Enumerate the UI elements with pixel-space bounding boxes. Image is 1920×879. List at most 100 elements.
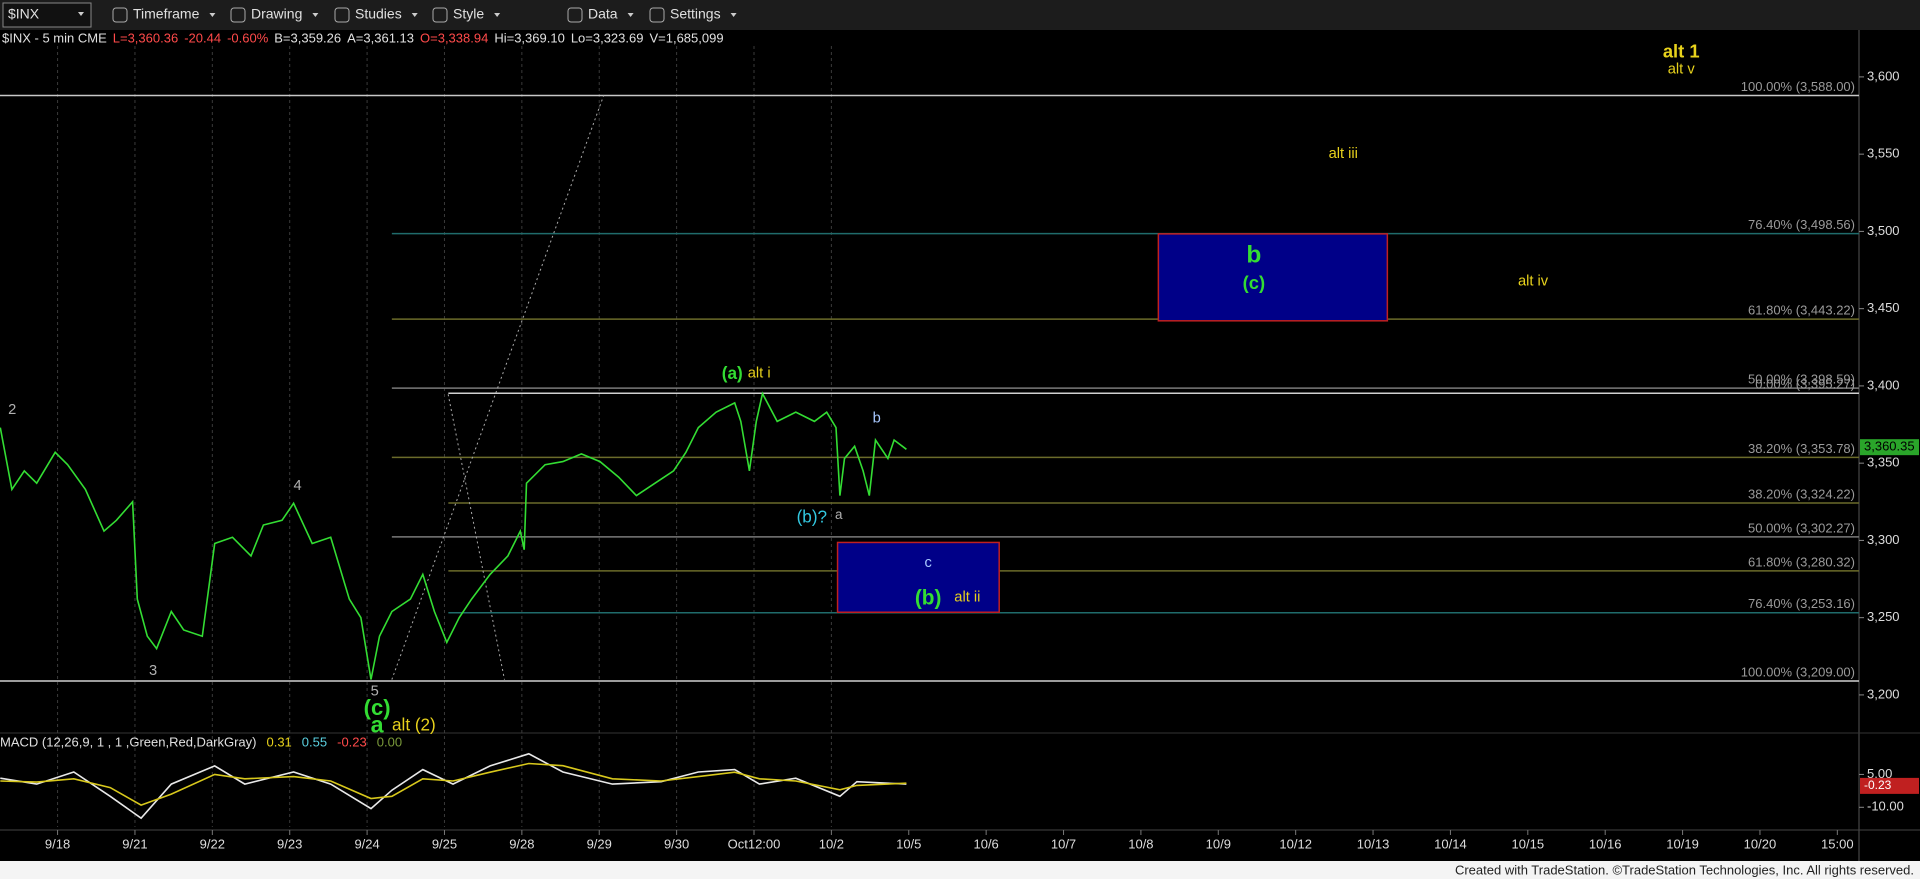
- toolbar-button[interactable]: Studies: [355, 6, 402, 22]
- quote-info: A=3,361.13: [347, 30, 414, 45]
- x-tick-label: 9/23: [277, 836, 302, 851]
- toolbar-icon[interactable]: [649, 7, 665, 23]
- fib-label: 50.00% (3,302.27): [1748, 520, 1855, 535]
- macd-value: 0.31: [266, 734, 291, 749]
- x-tick-label: 10/8: [1128, 836, 1153, 851]
- quote-info: Lo=3,323.69: [571, 30, 644, 45]
- toolbar-button[interactable]: Drawing: [251, 6, 302, 22]
- macd-last-label: -0.23: [1864, 778, 1892, 792]
- y-tick-label: -10.00: [1867, 799, 1904, 814]
- wave-label: alt (2): [392, 715, 436, 735]
- fib-label: 0.00% (3,395.27): [1755, 377, 1855, 392]
- macd-value: -0.23: [337, 734, 367, 749]
- x-tick-label: 10/2: [819, 836, 844, 851]
- wave-label: b: [873, 411, 881, 427]
- dropdown-arrow[interactable]: [411, 13, 418, 17]
- y-tick-label: 5.00: [1867, 766, 1892, 781]
- wave-label: alt ii: [954, 589, 980, 605]
- price-line: [0, 752, 907, 820]
- x-tick-label: 10/15: [1512, 836, 1545, 851]
- toolbar-button[interactable]: Timeframe: [133, 6, 200, 22]
- quote-info: B=3,359.26: [274, 30, 341, 45]
- dropdown-arrow[interactable]: [312, 13, 319, 17]
- macd-value: 0.00: [377, 734, 402, 749]
- toolbar-icon[interactable]: [112, 7, 128, 23]
- symbol-input[interactable]: $INX: [8, 6, 40, 22]
- x-tick-label: 15:00: [1821, 836, 1854, 851]
- x-tick-label: 9/24: [354, 836, 379, 851]
- quote-info: -0.60%: [227, 30, 269, 45]
- x-tick-label: 10/12: [1279, 836, 1312, 851]
- y-tick-label: 3,200: [1867, 686, 1900, 701]
- footer-text: Created with TradeStation. ©TradeStation…: [1455, 862, 1914, 877]
- wave-label: alt v: [1668, 62, 1696, 78]
- price-line: [0, 391, 907, 680]
- y-tick-label: 3,500: [1867, 223, 1900, 238]
- toolbar-icon[interactable]: [432, 7, 448, 23]
- fib-label: 38.20% (3,324.22): [1748, 486, 1855, 501]
- toolbar-button[interactable]: Style: [453, 6, 484, 22]
- wave-label: a: [835, 507, 843, 522]
- symbol-box[interactable]: [2, 2, 92, 28]
- wave-label: alt i: [748, 365, 771, 381]
- macd-last-tag: [1860, 777, 1919, 794]
- y-tick-label: 3,350: [1867, 455, 1900, 470]
- quote-info: $INX - 5 min CME: [2, 30, 107, 45]
- target-box: [836, 541, 1000, 613]
- footer-bar: [0, 861, 1920, 879]
- x-tick-label: Oct12:00: [728, 836, 781, 851]
- fib-label: 100.00% (3,588.00): [1741, 79, 1855, 94]
- macd-value: 0.55: [302, 734, 327, 749]
- x-tick-label: 10/14: [1434, 836, 1467, 851]
- trend-line: [447, 394, 505, 680]
- wave-label: (a): [722, 363, 743, 383]
- dropdown-arrow[interactable]: [627, 13, 634, 17]
- toolbar-icon[interactable]: [230, 7, 246, 23]
- dropdown-arrow[interactable]: [78, 12, 84, 16]
- toolbar-button[interactable]: Settings: [670, 6, 721, 22]
- x-tick-label: 10/9: [1206, 836, 1231, 851]
- wave-label: (c): [1243, 272, 1265, 293]
- target-box: [1157, 233, 1389, 322]
- fib-label: 50.00% (3,398.59): [1748, 372, 1855, 387]
- x-tick-label: 10/13: [1357, 836, 1390, 851]
- wave-label: 4: [293, 478, 301, 494]
- y-tick-label: 3,400: [1867, 377, 1900, 392]
- quote-info: V=1,685,099: [649, 30, 723, 45]
- dropdown-arrow[interactable]: [730, 13, 737, 17]
- toolbar-button[interactable]: Data: [588, 6, 618, 22]
- toolbar-icon[interactable]: [334, 7, 350, 23]
- x-tick-label: 9/25: [432, 836, 457, 851]
- quote-info: L=3,360.36: [113, 30, 178, 45]
- toolbar-icon[interactable]: [567, 7, 583, 23]
- wave-label: 5: [371, 684, 379, 700]
- y-tick-label: 3,600: [1867, 68, 1900, 83]
- x-tick-label: 9/29: [587, 836, 612, 851]
- quote-info: O=3,338.94: [420, 30, 488, 45]
- wave-label: (b)?: [797, 506, 827, 526]
- x-tick-label: 10/7: [1051, 836, 1076, 851]
- fib-label: 38.20% (3,353.78): [1748, 441, 1855, 456]
- x-tick-label: 10/6: [973, 836, 998, 851]
- quote-info: -20.44: [184, 30, 221, 45]
- price-line: [0, 762, 907, 806]
- last-price-label: 3,360.35: [1864, 439, 1915, 454]
- x-tick-label: 10/19: [1666, 836, 1699, 851]
- y-tick-label: 3,250: [1867, 609, 1900, 624]
- fib-label: 100.00% (3,209.00): [1741, 664, 1855, 679]
- wave-label: 2: [8, 402, 16, 418]
- x-tick-label: 9/30: [664, 836, 689, 851]
- wave-label: alt iv: [1518, 274, 1549, 290]
- wave-label: (c): [364, 695, 391, 720]
- macd-title: MACD (12,26,9, 1 , 1 ,Green,Red,DarkGray…: [0, 734, 256, 749]
- x-tick-label: 10/5: [896, 836, 921, 851]
- wave-label: a: [371, 711, 385, 737]
- toolbar: [0, 0, 1920, 30]
- dropdown-arrow[interactable]: [209, 13, 216, 17]
- wave-label: alt iii: [1329, 146, 1358, 162]
- x-tick-label: 9/22: [200, 836, 225, 851]
- y-tick-label: 3,300: [1867, 532, 1900, 547]
- dropdown-arrow[interactable]: [494, 13, 501, 17]
- x-tick-label: 10/20: [1744, 836, 1777, 851]
